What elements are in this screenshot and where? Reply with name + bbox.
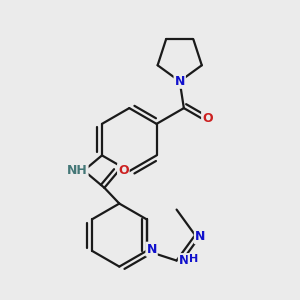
Text: N: N bbox=[195, 230, 205, 243]
Text: N: N bbox=[175, 75, 185, 88]
Text: N: N bbox=[146, 243, 157, 256]
Text: O: O bbox=[118, 164, 129, 177]
Text: NH: NH bbox=[67, 164, 88, 177]
Text: H: H bbox=[188, 254, 198, 264]
Text: N: N bbox=[179, 254, 189, 267]
Text: O: O bbox=[202, 112, 213, 125]
